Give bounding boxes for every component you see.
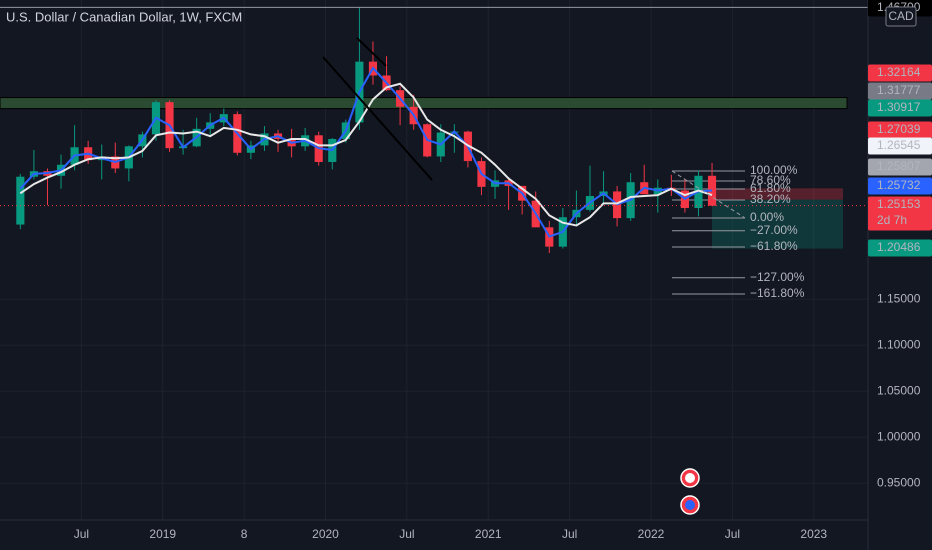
price-tag-label: 1.32164	[877, 65, 921, 79]
price-tag	[868, 177, 932, 195]
x-tick-label: Jul	[562, 527, 577, 541]
x-tick-label: 2022	[638, 527, 665, 541]
chart-title: U.S. Dollar / Canadian Dollar, 1W, FXCM	[6, 9, 242, 24]
price-tag-label: 1.25153	[877, 197, 921, 211]
price-tag	[868, 239, 932, 257]
zone	[0, 97, 848, 110]
price-tag-label: 1.25807	[877, 159, 921, 173]
price-tag-label: 1.30917	[877, 100, 921, 114]
currency-label: CAD	[888, 9, 914, 23]
ma-line	[19, 66, 713, 238]
currency-box	[885, 6, 917, 27]
event-flag[interactable]	[680, 495, 700, 515]
trend-line	[322, 56, 433, 181]
x-tick-label: 2020	[312, 527, 339, 541]
price-tag-countdown: 2d 7h	[877, 213, 907, 227]
target-zone	[712, 199, 843, 249]
trend-line	[356, 37, 387, 67]
price-tag	[868, 82, 932, 100]
price-tag-label: 1.20486	[877, 240, 921, 254]
price-tag	[868, 137, 932, 155]
fib-label: −61.80%	[750, 239, 798, 253]
fib-trend	[671, 170, 746, 219]
x-tick-label: 8	[241, 527, 248, 541]
y-tick-label: 0.95000	[877, 475, 921, 489]
x-tick-label: Jul	[74, 527, 89, 541]
y-tick-label: 1.15000	[877, 291, 921, 305]
x-tick-label: Jul	[399, 527, 414, 541]
ma-line	[19, 82, 713, 227]
y-tick-label: 1.10000	[877, 337, 921, 351]
x-tick-label: Jul	[725, 527, 740, 541]
price-tag	[868, 99, 932, 117]
price-tag	[868, 158, 932, 176]
x-tick-label: 2023	[800, 527, 827, 541]
fib-label: 78.60%	[750, 173, 791, 187]
x-tick-label: 2019	[149, 527, 176, 541]
event-flag[interactable]	[680, 468, 700, 488]
price-tag-label: 1.27039	[877, 122, 921, 136]
plot-area	[0, 0, 868, 520]
fib-label: −27.00%	[750, 223, 798, 237]
price-tag-label: 1.25732	[877, 178, 921, 192]
fib-label: −161.80%	[750, 286, 805, 300]
y-tick-label: 1.00000	[877, 429, 921, 443]
stop-zone	[712, 188, 843, 200]
fib-label: 100.00%	[750, 163, 798, 177]
fib-label: 61.80%	[750, 181, 791, 195]
candle-body	[707, 175, 717, 206]
candle-body	[16, 176, 25, 225]
fib-label: 38.20%	[750, 192, 791, 206]
fib-label: −127.00%	[750, 270, 805, 284]
y-tick-label: 1.05000	[877, 383, 921, 397]
fib-label: 0.00%	[750, 210, 784, 224]
price-tag-label: 1.26545	[877, 138, 921, 152]
price-tag-label: 1.31777	[877, 83, 921, 97]
price-tag	[868, 196, 932, 231]
price-tag	[868, 64, 932, 82]
price-tag	[868, 121, 932, 139]
x-tick-label: 2021	[475, 527, 502, 541]
